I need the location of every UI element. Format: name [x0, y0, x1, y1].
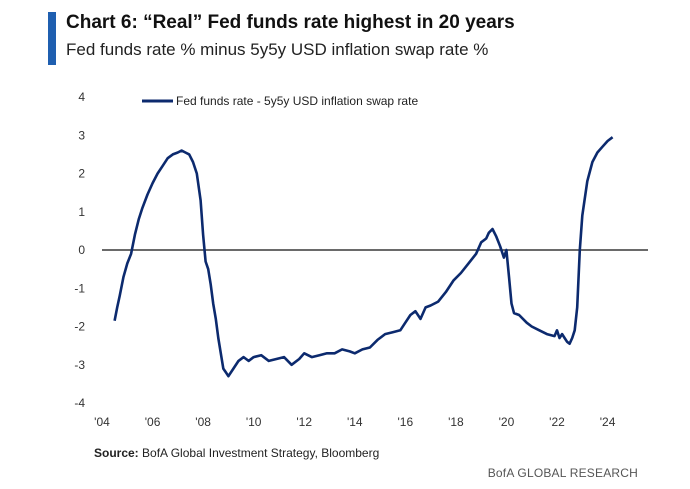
- series-line: [113, 136, 614, 378]
- legend: Fed funds rate - 5y5y USD inflation swap…: [142, 94, 418, 108]
- source-label: Source:: [94, 446, 139, 460]
- x-tick-label: '12: [296, 415, 312, 429]
- x-tick-label: '10: [246, 415, 262, 429]
- y-tick-labels: 4 3 2 1 0 -1 -2 -3 -4: [74, 90, 85, 410]
- x-tick-label: '20: [499, 415, 515, 429]
- x-tick-labels: '04 '06 '08 '10 '12 '14 '16 '18 '20 '22 '24: [94, 415, 616, 429]
- source-text: BofA Global Investment Strategy, Bloombe…: [142, 446, 380, 460]
- brand-footer: BofA GLOBAL RESEARCH: [487, 466, 638, 480]
- x-tick-label: '04: [94, 415, 110, 429]
- y-tick-label: -4: [74, 396, 85, 410]
- x-tick-label: '08: [195, 415, 211, 429]
- y-tick-label: -3: [74, 358, 85, 372]
- legend-label: Fed funds rate - 5y5y USD inflation swap…: [176, 94, 418, 108]
- y-tick-label: -1: [74, 281, 85, 295]
- title-accent-bar: [48, 12, 56, 65]
- y-tick-label: 0: [78, 243, 85, 257]
- y-tick-label: 2: [78, 167, 85, 181]
- y-tick-label: -2: [74, 320, 85, 334]
- y-tick-label: 4: [78, 90, 85, 104]
- x-tick-label: '24: [600, 415, 616, 429]
- x-tick-label: '22: [549, 415, 565, 429]
- x-tick-label: '16: [398, 415, 414, 429]
- x-tick-label: '14: [347, 415, 363, 429]
- x-tick-label: '06: [145, 415, 161, 429]
- chart-subtitle: Fed funds rate % minus 5y5y USD inflatio…: [66, 40, 489, 59]
- chart-title: Chart 6: “Real” Fed funds rate highest i…: [66, 12, 515, 33]
- y-tick-label: 1: [78, 205, 85, 219]
- x-tick-label: '18: [448, 415, 464, 429]
- source-note: Source: BofA Global Investment Strategy,…: [94, 446, 379, 460]
- y-tick-label: 3: [78, 128, 85, 142]
